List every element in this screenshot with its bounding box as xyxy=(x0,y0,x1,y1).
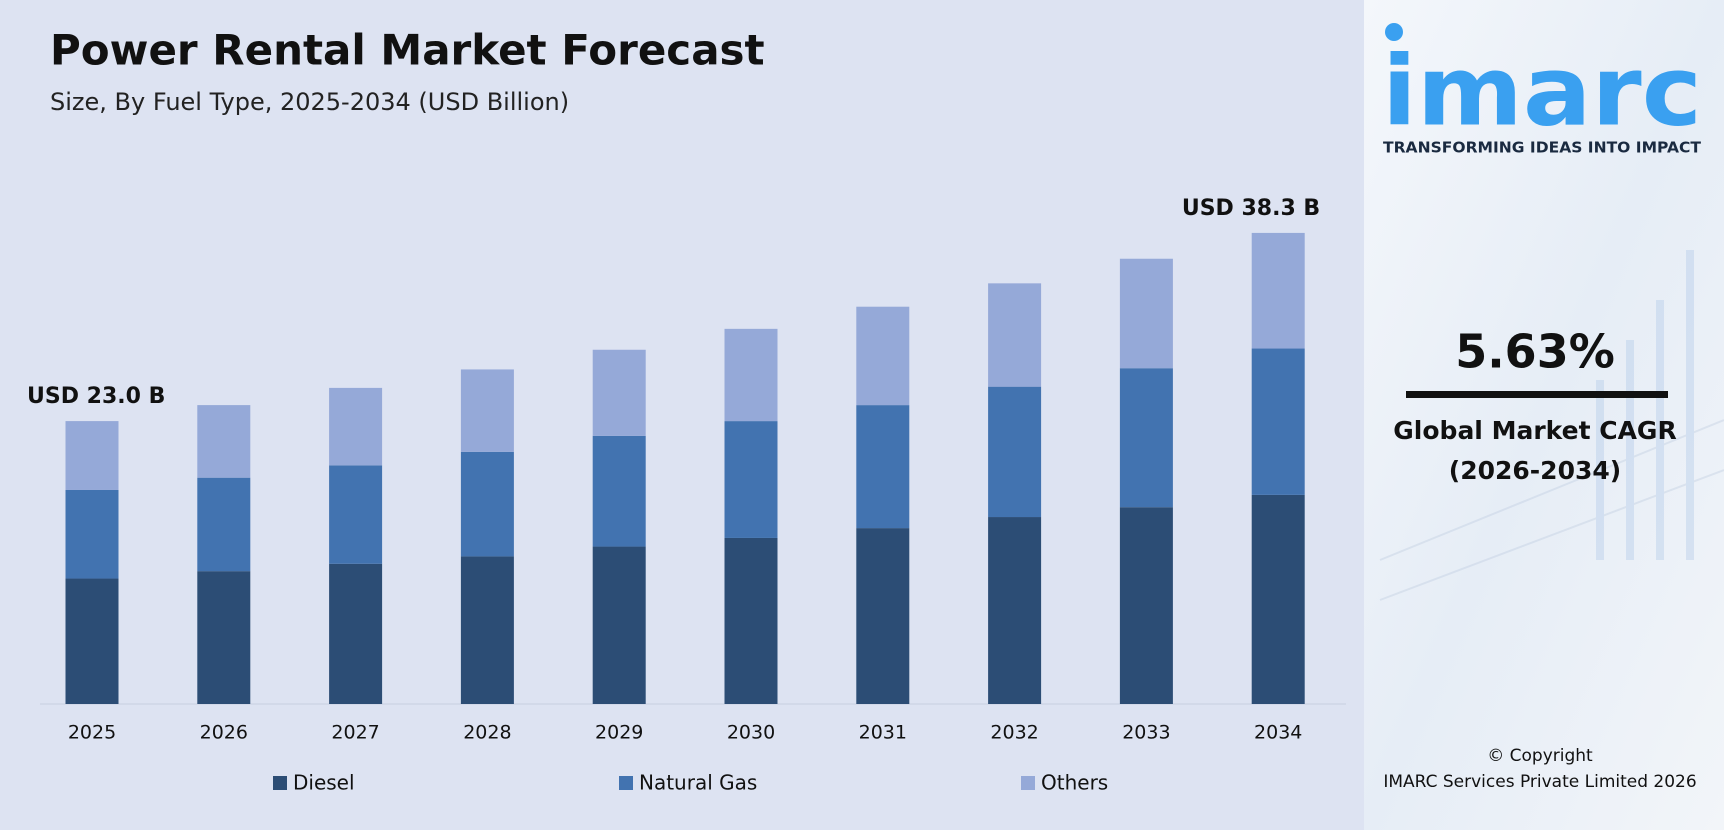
legend-swatch xyxy=(273,776,287,790)
bar-segment xyxy=(1251,494,1305,704)
total-label: USD 23.0 B xyxy=(27,384,165,409)
x-tick-label: 2032 xyxy=(990,722,1038,744)
legend-label: Natural Gas xyxy=(639,771,757,795)
bar-segment xyxy=(197,571,251,704)
bar-segment xyxy=(1251,232,1305,349)
x-tick-label: 2026 xyxy=(200,722,248,744)
bar-segment xyxy=(988,386,1042,518)
bar-segment xyxy=(65,489,119,579)
bar-segment xyxy=(856,405,910,529)
bar-segment xyxy=(592,435,646,547)
bar-segment xyxy=(724,537,778,704)
bar-segment xyxy=(988,283,1042,387)
x-tick-label: 2033 xyxy=(1122,722,1170,744)
bar-segment xyxy=(724,421,778,538)
bar-segment xyxy=(197,405,251,478)
cagr-value: 5.63% xyxy=(1455,325,1615,379)
x-tick-label: 2028 xyxy=(463,722,511,744)
bar-segment xyxy=(65,578,119,704)
sidebar-decoration xyxy=(1379,250,1724,601)
chart-subtitle: Size, By Fuel Type, 2025-2034 (USD Billi… xyxy=(50,88,569,116)
bar-segment xyxy=(197,477,251,572)
legend-label: Others xyxy=(1041,771,1108,795)
bar-segment xyxy=(592,546,646,704)
bar-segment xyxy=(329,465,383,564)
cagr-period: (2026-2034) xyxy=(1449,456,1621,485)
x-tick-label: 2029 xyxy=(595,722,643,744)
legend-label: Diesel xyxy=(293,771,355,795)
bar-segment xyxy=(1119,368,1173,508)
tagline: TRANSFORMING IDEAS INTO IMPACT xyxy=(1383,139,1702,157)
bar-segment xyxy=(1119,258,1173,369)
legend-swatch xyxy=(1021,776,1035,790)
bar-segment xyxy=(856,528,910,704)
cagr-label: Global Market CAGR xyxy=(1393,416,1676,445)
bar-segment xyxy=(460,556,514,704)
bar-segment xyxy=(724,328,778,422)
bar-segment xyxy=(329,387,383,466)
bar-segment xyxy=(988,517,1042,704)
x-tick-label: 2030 xyxy=(727,722,775,744)
bar-segment xyxy=(329,563,383,704)
x-tick-label: 2034 xyxy=(1254,722,1302,744)
bar-segment xyxy=(1251,348,1305,495)
logo: imarc xyxy=(1382,35,1702,147)
cagr-divider xyxy=(1406,391,1668,398)
chart-title: Power Rental Market Forecast xyxy=(50,26,765,75)
copyright: © Copyright xyxy=(1487,746,1593,766)
bar-segment xyxy=(460,451,514,557)
bar-segment xyxy=(65,421,119,490)
company: IMARC Services Private Limited 2026 xyxy=(1383,772,1696,792)
bar-segment xyxy=(592,349,646,436)
sidebar-background xyxy=(1364,0,1724,830)
total-label: USD 38.3 B xyxy=(1182,196,1320,221)
x-tick-label: 2031 xyxy=(859,722,907,744)
bar-segment xyxy=(1119,507,1173,704)
x-tick-label: 2027 xyxy=(331,722,379,744)
legend-swatch xyxy=(619,776,633,790)
x-tick-label: 2025 xyxy=(68,722,116,744)
bar-segment xyxy=(460,369,514,452)
bar-segment xyxy=(856,306,910,406)
logo-dot xyxy=(1385,23,1403,41)
